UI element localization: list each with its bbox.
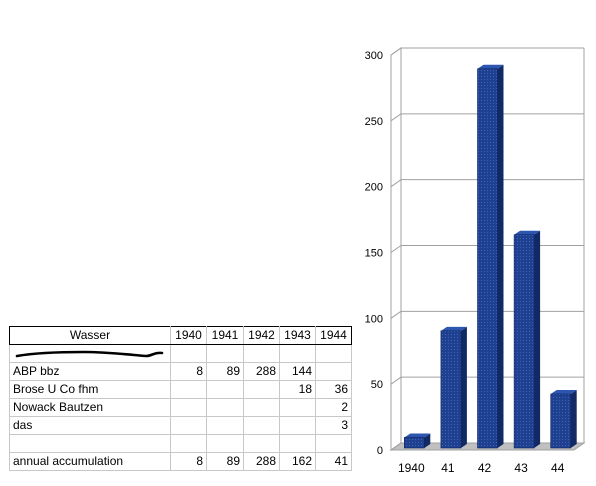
x-category-label: 41 xyxy=(441,461,455,475)
total-value: 41 xyxy=(315,452,352,471)
table-header-row: Wasser 1940 1941 1942 1943 1944 xyxy=(9,326,352,345)
bar xyxy=(440,326,467,449)
y-tick-label: 250 xyxy=(365,116,383,128)
bar-side xyxy=(570,390,577,448)
gridline-side xyxy=(390,179,402,188)
bar-side xyxy=(497,64,504,449)
y-tick-label: 300 xyxy=(365,50,383,62)
gridline-side xyxy=(390,442,402,451)
bar-top xyxy=(477,64,504,69)
x-category-label: 42 xyxy=(478,461,492,475)
bar-top xyxy=(404,433,431,438)
table-row: Nowack Bautzen 2 xyxy=(9,398,352,417)
y-tick-label: 200 xyxy=(365,182,383,194)
row-label: Nowack Bautzen xyxy=(9,398,171,417)
row-value: 36 xyxy=(315,380,352,399)
bar-front xyxy=(550,393,572,449)
y-tick-label: 150 xyxy=(365,248,383,260)
bar xyxy=(403,433,431,449)
y-tick-label: 100 xyxy=(365,313,383,325)
total-label: annual accumulation xyxy=(9,452,171,471)
gridline-side xyxy=(390,310,402,319)
bar-front xyxy=(440,330,462,449)
bar-top xyxy=(550,390,577,395)
x-category-label: 44 xyxy=(551,461,565,475)
handwritten-strike-cell xyxy=(9,344,171,363)
bar-front xyxy=(513,234,535,449)
bar-side xyxy=(534,230,541,448)
bar xyxy=(513,230,541,449)
bar-top xyxy=(514,230,541,235)
table-row: ABP bbz 8 89 288 144 xyxy=(9,362,352,381)
gridline-side xyxy=(390,376,402,385)
table-total-row: annual accumulation 8 89 288 162 41 xyxy=(9,452,352,471)
x-category-label: 43 xyxy=(514,461,528,475)
data-table: Wasser 1940 1941 1942 1943 1944 ABP bbz … xyxy=(9,326,352,471)
bar-top xyxy=(440,326,467,331)
row-value: 89 xyxy=(206,362,244,381)
y-tick-label: 0 xyxy=(377,445,383,457)
bar-side xyxy=(460,326,467,448)
header-cell-1944: 1944 xyxy=(315,326,352,345)
bar-front xyxy=(477,68,498,449)
header-cell-1943: 1943 xyxy=(279,326,316,345)
bar-front xyxy=(403,437,425,449)
bar xyxy=(477,64,504,449)
bar-side xyxy=(424,433,431,448)
y-tick-label: 50 xyxy=(371,379,383,391)
bar xyxy=(550,390,577,449)
gridline-side xyxy=(390,47,402,56)
handwritten-scribble xyxy=(15,350,164,358)
x-category-label: 1940 xyxy=(398,461,425,475)
gridline-side xyxy=(390,113,402,122)
gridline-side xyxy=(390,245,402,253)
total-value: 288 xyxy=(243,452,280,471)
